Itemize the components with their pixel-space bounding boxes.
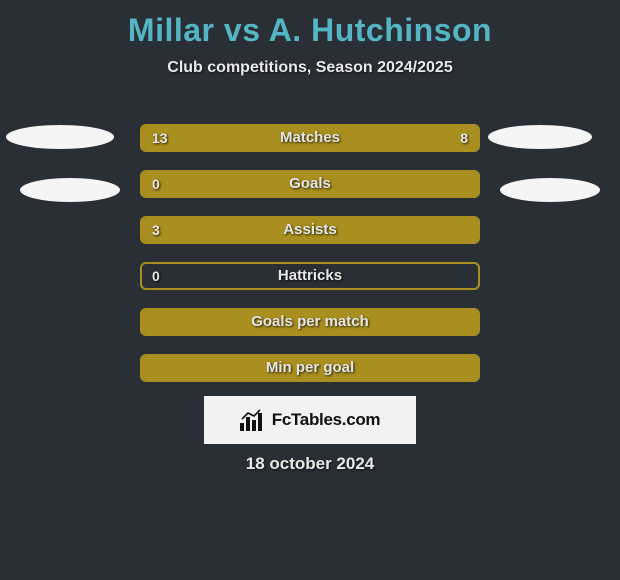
- stat-label: Min per goal: [142, 356, 478, 380]
- stat-label: Goals: [142, 172, 478, 196]
- stat-row: 0Goals: [140, 170, 480, 198]
- decorative-ellipse: [6, 125, 114, 149]
- decorative-ellipse: [20, 178, 120, 202]
- comparison-title: Millar vs A. Hutchinson: [0, 0, 620, 49]
- vs-text: vs: [224, 12, 261, 48]
- player1-name: Millar: [128, 12, 215, 48]
- stat-row: 3Assists: [140, 216, 480, 244]
- stat-row: Min per goal: [140, 354, 480, 382]
- stat-rows: 13Matches8 0Goals 3Assists 0Hattricks Goals …: [140, 124, 480, 400]
- stat-label: Matches: [142, 126, 478, 150]
- subtitle: Club competitions, Season 2024/2025: [0, 59, 620, 77]
- stat-row: Goals per match: [140, 308, 480, 336]
- stat-label: Goals per match: [142, 310, 478, 334]
- logo-text: FcTables.com: [272, 410, 381, 430]
- fctables-logo: FcTables.com: [204, 396, 416, 444]
- player2-name: A. Hutchinson: [269, 12, 492, 48]
- infographic-date: 18 october 2024: [0, 454, 620, 474]
- decorative-ellipse: [500, 178, 600, 202]
- stat-value-right: 8: [460, 126, 468, 150]
- stat-row: 0Hattricks: [140, 262, 480, 290]
- stat-label: Hattricks: [142, 264, 478, 288]
- stat-label: Assists: [142, 218, 478, 242]
- chart-icon: [240, 409, 266, 431]
- decorative-ellipse: [488, 125, 592, 149]
- stat-row: 13Matches8: [140, 124, 480, 152]
